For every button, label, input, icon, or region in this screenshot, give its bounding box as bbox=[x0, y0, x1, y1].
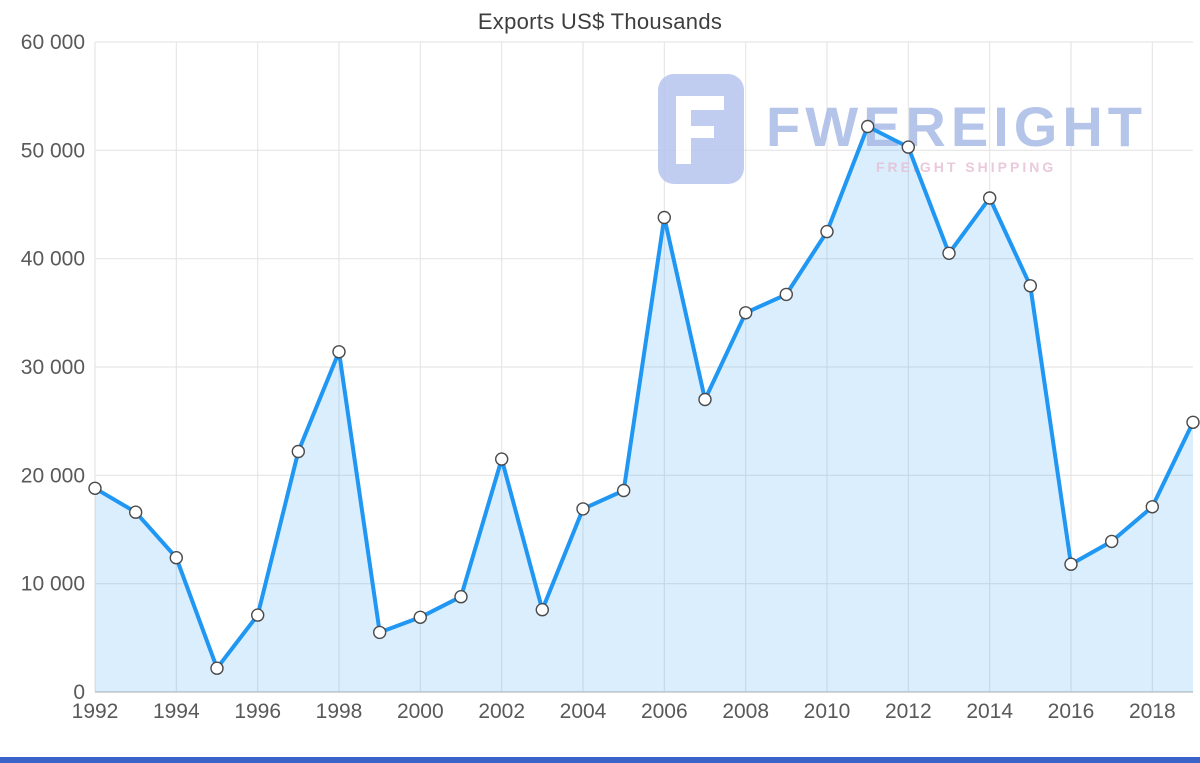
x-axis-label-2006: 2006 bbox=[641, 700, 688, 723]
watermark-logo-f-top-arm bbox=[676, 96, 724, 110]
y-axis-label-40000: 40 000 bbox=[21, 248, 85, 271]
data-point-markers bbox=[88, 119, 1200, 675]
watermark-tagline: FREIGHT SHIPPING bbox=[876, 159, 1056, 175]
marker-1995[interactable] bbox=[210, 661, 224, 675]
marker-2008[interactable] bbox=[739, 306, 753, 320]
marker-1998[interactable] bbox=[332, 345, 346, 359]
chart-title: Exports US$ Thousands bbox=[477, 9, 723, 34]
marker-1997[interactable] bbox=[291, 444, 305, 459]
marker-2015[interactable] bbox=[1023, 279, 1038, 293]
y-axis-labels: 0 10 000 20 000 30 000 40 000 50 000 60 000 bbox=[21, 31, 85, 704]
marker-2006[interactable] bbox=[657, 210, 671, 225]
x-axis-label-2008: 2008 bbox=[722, 700, 769, 723]
marker-2001[interactable] bbox=[454, 590, 468, 604]
marker-2011[interactable] bbox=[861, 119, 875, 134]
marker-2017[interactable] bbox=[1104, 534, 1119, 549]
y-axis-label-0: 0 bbox=[73, 681, 85, 704]
x-axis-label-2018: 2018 bbox=[1129, 700, 1176, 723]
x-axis-label-2014: 2014 bbox=[966, 700, 1013, 723]
marker-2010[interactable] bbox=[820, 224, 834, 239]
y-axis-label-30000: 30 000 bbox=[21, 356, 85, 379]
marker-2016[interactable] bbox=[1064, 557, 1078, 571]
x-axis-label-2012: 2012 bbox=[885, 700, 932, 723]
y-axis-label-20000: 20 000 bbox=[21, 464, 85, 487]
marker-2007[interactable] bbox=[698, 392, 712, 407]
x-axis-label-1998: 1998 bbox=[316, 700, 363, 723]
area-fill bbox=[95, 126, 1193, 692]
y-axis-label-60000: 60 000 bbox=[21, 31, 85, 54]
x-axis-label-1996: 1996 bbox=[234, 700, 281, 723]
marker-2009[interactable] bbox=[779, 287, 793, 302]
y-axis-label-10000: 10 000 bbox=[21, 573, 85, 596]
marker-2019[interactable] bbox=[1186, 415, 1200, 429]
x-axis-label-2010: 2010 bbox=[804, 700, 851, 723]
marker-1996[interactable] bbox=[251, 608, 265, 622]
x-axis-label-2002: 2002 bbox=[478, 700, 525, 723]
watermark-brand: FWEREIGHT bbox=[766, 95, 1147, 158]
x-axis-label-2016: 2016 bbox=[1048, 700, 1095, 723]
marker-2003[interactable] bbox=[535, 603, 549, 617]
x-axis-label-2004: 2004 bbox=[560, 700, 607, 723]
y-axis-label-50000: 50 000 bbox=[21, 139, 85, 162]
marker-2004[interactable] bbox=[576, 502, 590, 516]
marker-2012[interactable] bbox=[901, 140, 915, 154]
marker-2014[interactable] bbox=[983, 191, 997, 205]
marker-1993[interactable] bbox=[128, 505, 143, 519]
footer-bar bbox=[0, 757, 1200, 763]
x-axis-label-1994: 1994 bbox=[153, 700, 200, 723]
x-axis-label-1992: 1992 bbox=[72, 700, 119, 723]
series-line bbox=[93, 124, 1195, 671]
marker-1999[interactable] bbox=[373, 625, 387, 640]
marker-2000[interactable] bbox=[413, 610, 427, 624]
x-axis-label-2000: 2000 bbox=[397, 700, 444, 723]
marker-2002[interactable] bbox=[495, 452, 509, 466]
marker-2005[interactable] bbox=[617, 483, 631, 498]
marker-1994[interactable] bbox=[169, 551, 184, 565]
marker-2013[interactable] bbox=[942, 246, 956, 261]
watermark: FWEREIGHT FREIGHT SHIPPING bbox=[658, 74, 1147, 184]
x-axis-labels: 1992 1994 1996 1998 2000 2002 2004 2006 2008 2010… bbox=[72, 700, 1176, 723]
watermark-logo-f-mid-arm bbox=[676, 126, 714, 138]
marker-2018[interactable] bbox=[1145, 500, 1160, 514]
marker-1992[interactable] bbox=[88, 481, 102, 495]
